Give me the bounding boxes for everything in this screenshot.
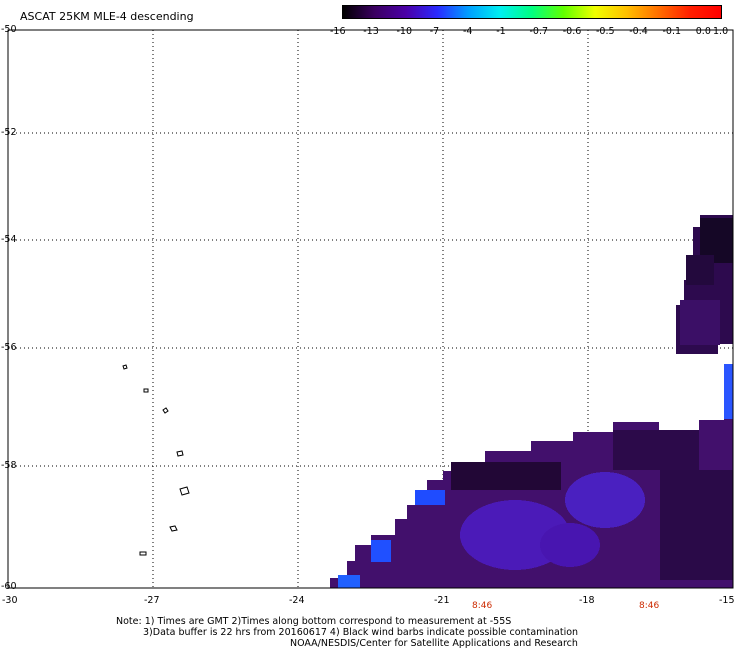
pass-time-label: 8:46 — [472, 601, 493, 611]
island-outline — [162, 407, 169, 414]
color-scale-label: -0.4 — [629, 26, 648, 37]
color-scale-label: -0.5 — [596, 26, 615, 37]
map-title: ASCAT 25KM MLE-4 descending — [20, 10, 194, 23]
lat-label: -60 — [1, 581, 17, 592]
lat-label: -58 — [1, 460, 17, 471]
lon-label: -27 — [144, 595, 160, 606]
wind-data-northeast — [676, 215, 733, 354]
color-scale-label: -13 — [363, 26, 379, 37]
lon-label: -18 — [579, 595, 595, 606]
lat-label: -54 — [1, 234, 17, 245]
lon-label: -30 — [2, 595, 18, 606]
color-scale-label: -10 — [396, 26, 413, 37]
lon-label: -21 — [434, 595, 450, 606]
note-line-2: 3)Data buffer is 22 hrs from 20160617 4)… — [143, 627, 579, 638]
lat-label: -52 — [1, 127, 17, 138]
color-scale-label: 1.0 — [713, 26, 729, 37]
color-scale-label: -0.1 — [662, 26, 682, 37]
island-outlines — [122, 364, 190, 556]
island-outline — [169, 525, 178, 532]
lon-label: -15 — [719, 595, 735, 606]
pass-time-label: 8:46 — [639, 601, 660, 611]
color-scale-label: -16 — [330, 26, 346, 37]
lon-label: -24 — [289, 595, 305, 606]
south-blue-core — [540, 523, 600, 567]
color-scale-label: -1 — [496, 26, 506, 37]
south-dark-band — [451, 462, 561, 490]
south-blue-core — [565, 472, 645, 528]
south-dark-band — [660, 470, 733, 580]
note-line-1: Note: 1) Times are GMT 2)Times along bot… — [116, 616, 512, 627]
color-scale-bar — [342, 5, 722, 19]
south-dark-band — [613, 430, 699, 470]
island-outline — [179, 486, 190, 496]
color-scale-label: -7 — [429, 26, 440, 37]
note-line-3: NOAA/NESDIS/Center for Satellite Applica… — [290, 638, 578, 649]
south-bright-edge — [338, 575, 360, 588]
island-outline — [176, 450, 184, 457]
northeast-purple-cells — [680, 300, 720, 345]
island-outline — [122, 364, 128, 370]
color-scale-label: -0.6 — [562, 26, 582, 37]
south-bright-edge — [371, 540, 391, 562]
color-scale-label: -4 — [463, 26, 473, 37]
color-scale-label: 0.0 — [695, 26, 711, 37]
color-scale-label: -0.7 — [529, 26, 549, 37]
island-outline — [143, 388, 149, 393]
south-bright-edge — [415, 490, 445, 505]
lat-label: -56 — [1, 342, 17, 353]
northeast-dark-cells — [686, 255, 714, 285]
wind-data-south — [330, 364, 733, 588]
south-bright-edge — [724, 364, 733, 419]
map-frame — [7, 29, 734, 589]
island-outline — [139, 551, 147, 556]
lat-label: -50 — [1, 24, 17, 35]
